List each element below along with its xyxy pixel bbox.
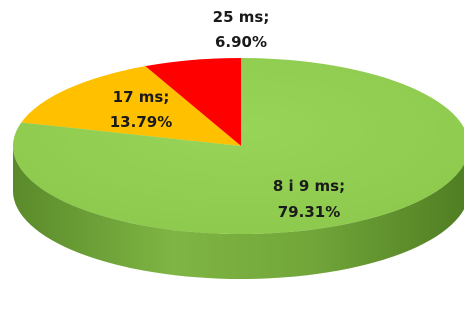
slice-label-17ms-percent: 13.79% xyxy=(110,113,172,131)
pie-side-wall-2-0 xyxy=(13,146,464,279)
slice-label-25ms-category: 25 ms; xyxy=(213,8,270,26)
slice-label-8i9ms-percent: 79.31% xyxy=(278,203,340,221)
slice-label-25ms-percent: 6.90% xyxy=(215,33,267,51)
pie-labels: 25 ms; 6.90% 17 ms; 13.79% 8 i 9 ms; 79.… xyxy=(110,8,345,221)
pie-side-walls xyxy=(13,146,464,279)
pie-slice-25-ms xyxy=(145,58,241,146)
slice-label-17ms-category: 17 ms; xyxy=(113,88,170,106)
pie-slice-8-i-9-ms xyxy=(13,58,464,234)
pie-top-faces xyxy=(13,58,464,234)
pie-slice-17-ms xyxy=(21,66,241,146)
slice-label-8i9ms-category: 8 i 9 ms; xyxy=(273,177,345,195)
